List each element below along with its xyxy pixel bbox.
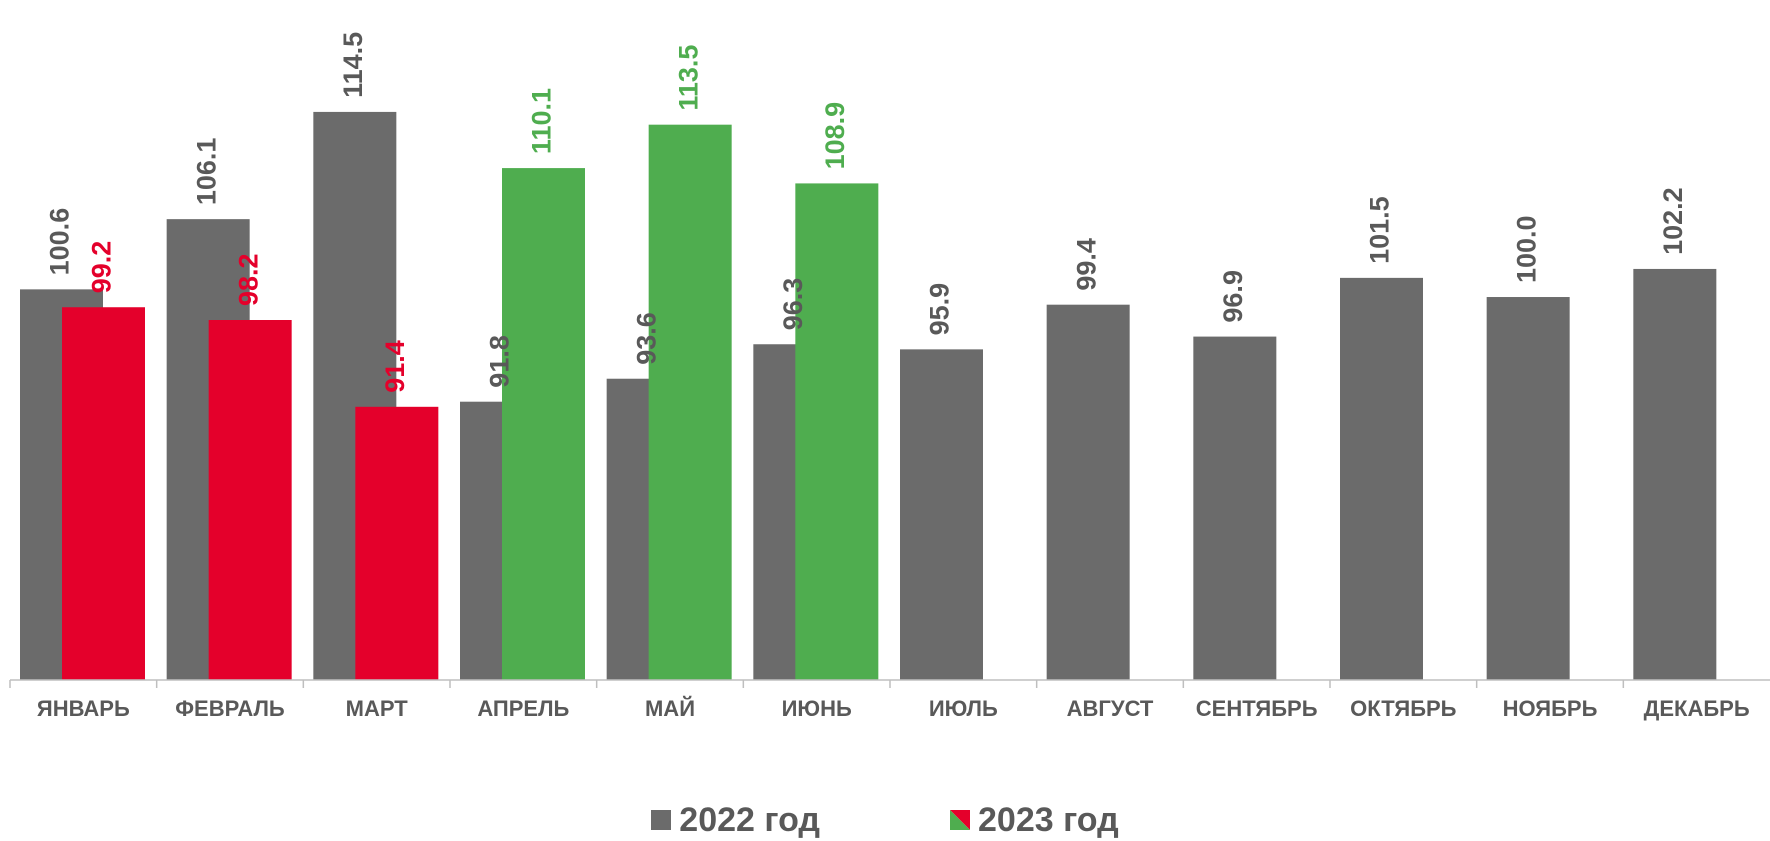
category-label-7: ИЮЛЬ <box>929 696 998 721</box>
value-label-2023-2: 98.2 <box>233 253 263 306</box>
bar-2022-8 <box>1046 304 1130 680</box>
category-label-12: ДЕКАБРЬ <box>1644 696 1750 721</box>
value-label-2022-6: 96.3 <box>778 278 808 331</box>
value-label-2022-3: 114.5 <box>338 32 368 98</box>
bar-2022-7 <box>900 349 983 680</box>
x-axis <box>9 679 1770 688</box>
category-label-2: ФЕВРАЛЬ <box>175 696 285 721</box>
category-label-6: ИЮНЬ <box>782 696 852 721</box>
value-label-2022-1: 100.6 <box>45 208 75 276</box>
bar-2023-6 <box>795 183 879 681</box>
value-label-2022-12: 102.2 <box>1658 187 1688 255</box>
value-label-2023-5: 113.5 <box>673 45 703 111</box>
value-label-2022-10: 101.5 <box>1365 196 1395 264</box>
bar-2023-2 <box>208 320 292 680</box>
legend-item-2022: 2022 год <box>651 801 820 840</box>
bar-2022-12 <box>1633 268 1717 680</box>
value-label-2022-11: 100.0 <box>1511 215 1541 283</box>
category-label-4: АПРЕЛЬ <box>477 696 569 721</box>
category-label-8: АВГУСТ <box>1067 696 1154 721</box>
bar-2022-9 <box>1193 336 1277 680</box>
bars-group <box>20 111 1717 681</box>
category-labels-group: ЯНВАРЬ ФЕВРАЛЬ МАРТ АПРЕЛЬ МАЙ ИЮНЬ ИЮЛЬ АВГУСТ… <box>37 696 1750 721</box>
value-labels-group: 100.6 99.2 106.1 98.2 114.5 91.4 91.8 110.1 93.6… <box>45 32 1688 393</box>
category-label-10: ОКТЯБРЬ <box>1350 696 1457 721</box>
bar-2022-10 <box>1340 277 1423 680</box>
bar-2023-1 <box>62 307 145 680</box>
bar-2022-11 <box>1486 297 1570 680</box>
bar-2023-4 <box>502 168 585 680</box>
category-label-9: СЕНТЯБРЬ <box>1196 696 1318 721</box>
value-label-2022-5: 93.6 <box>631 312 661 365</box>
legend-swatch-gray <box>651 810 672 830</box>
bar-chart: 100.6 99.2 106.1 98.2 114.5 91.4 91.8 110.1 93.6… <box>9 32 1770 721</box>
value-label-2023-3: 91.4 <box>380 340 410 393</box>
value-label-2022-9: 96.9 <box>1218 270 1248 323</box>
category-label-3: МАРТ <box>346 696 409 721</box>
legend-item-2023: 2023 год <box>950 801 1119 840</box>
legend-label-2022: 2022 год <box>679 800 820 839</box>
category-label-5: МАЙ <box>645 696 695 721</box>
value-label-2022-8: 99.4 <box>1071 238 1101 291</box>
value-label-2022-7: 95.9 <box>925 283 955 336</box>
value-label-2023-4: 110.1 <box>527 88 557 154</box>
value-label-2023-6: 108.9 <box>820 102 850 170</box>
legend: 2022 год 2023 год <box>0 800 1770 840</box>
legend-swatch-red-green <box>950 810 970 830</box>
value-label-2023-1: 99.2 <box>87 241 117 294</box>
value-label-2022-2: 106.1 <box>191 138 221 206</box>
category-label-11: НОЯБРЬ <box>1503 696 1598 721</box>
legend-label-2023: 2023 год <box>978 800 1119 839</box>
value-label-2022-4: 91.8 <box>485 335 515 388</box>
bar-2023-5 <box>648 124 732 681</box>
category-label-1: ЯНВАРЬ <box>37 696 130 721</box>
bar-2023-3 <box>355 406 439 680</box>
